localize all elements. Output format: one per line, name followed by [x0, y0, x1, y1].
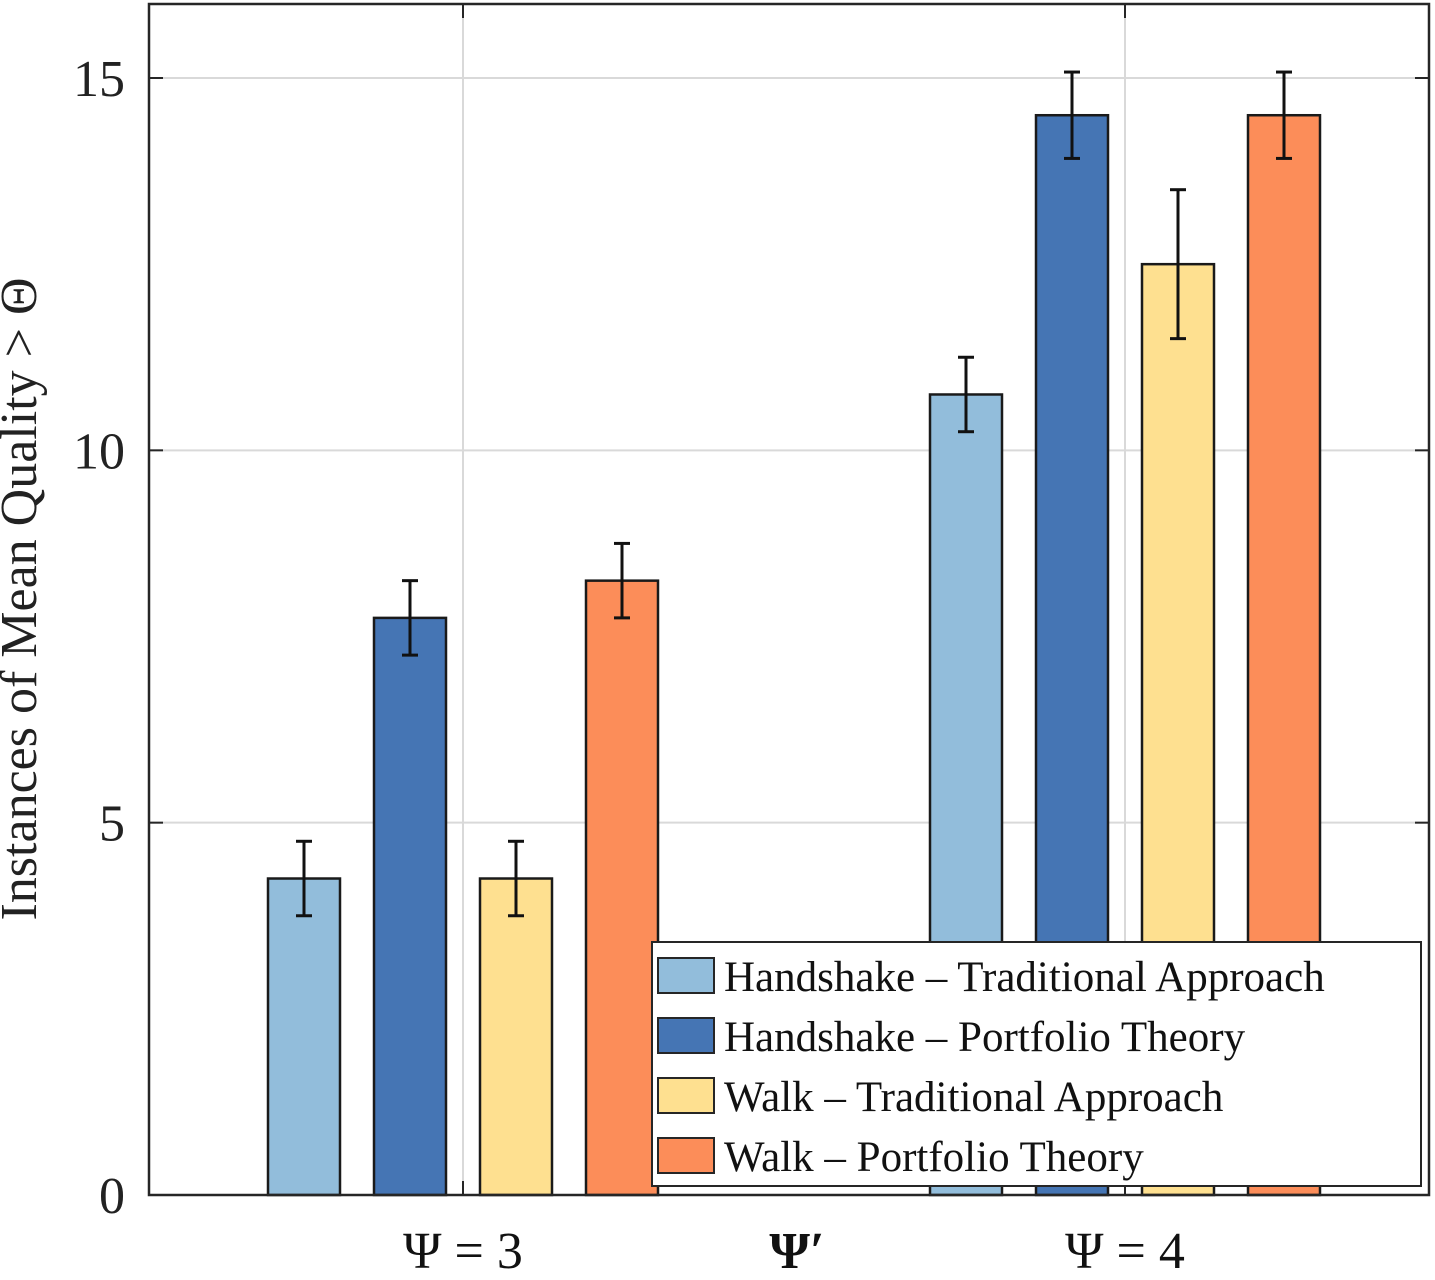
gridlines: [149, 4, 1429, 1195]
y-axis-label: Instances of Mean Quality > Θ: [0, 277, 48, 920]
legend-box: [651, 941, 1422, 1187]
legend-label-walk-portfolio: Walk – Portfolio Theory: [724, 1134, 1144, 1181]
legend-swatch-handshake-traditional: [657, 957, 715, 994]
axis-ticks: 0 5 10 15: [73, 4, 1429, 1225]
legend-swatch-handshake-portfolio: [657, 1017, 715, 1054]
x-category-label-psi3: Ψ = 3: [403, 1223, 523, 1280]
bar-s1-c0: [372, 616, 448, 1197]
y-tick-label-5: 5: [99, 796, 125, 853]
error-bars: [296, 70, 1292, 918]
x-axis-label: Ψ′: [769, 1223, 824, 1280]
y-tick-label-10: 10: [73, 423, 125, 480]
axes-box: [147, 2, 1431, 1197]
legend-swatch-walk-traditional: [657, 1077, 715, 1114]
legend-label-walk-traditional: Walk – Traditional Approach: [724, 1074, 1223, 1121]
x-category-label-psi4: Ψ = 4: [1065, 1223, 1185, 1280]
legend: Handshake – Traditional Approach Handsha…: [651, 941, 1422, 1187]
y-tick-label-0: 0: [99, 1168, 125, 1225]
bar-s3-c0: [584, 579, 660, 1197]
bar-s2-c0: [478, 877, 554, 1197]
legend-label-handshake-portfolio: Handshake – Portfolio Theory: [724, 1014, 1246, 1061]
y-tick-label-15: 15: [73, 51, 125, 108]
bar-s0-c0: [266, 877, 342, 1197]
legend-label-handshake-traditional: Handshake – Traditional Approach: [724, 954, 1325, 1001]
legend-swatch-walk-portfolio: [657, 1137, 715, 1174]
